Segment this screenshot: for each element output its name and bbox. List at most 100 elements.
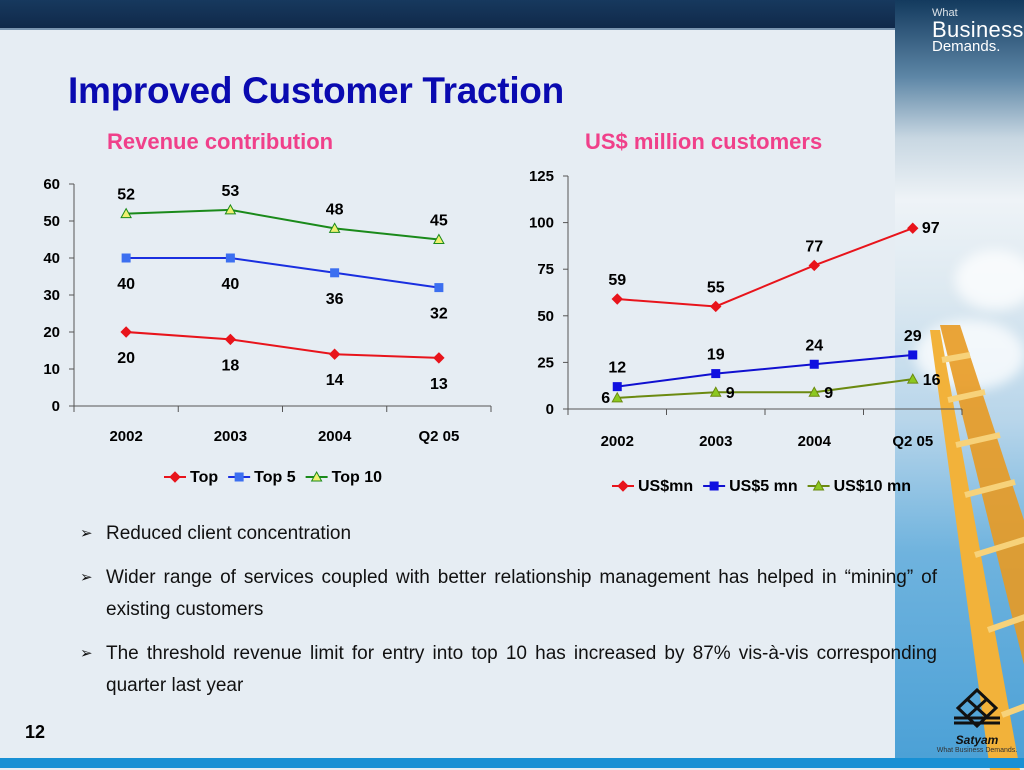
data-point-marker (710, 300, 722, 313)
legend-marker (169, 471, 181, 483)
legend-marker (812, 479, 825, 491)
cloud-decoration (955, 250, 1024, 310)
data-label: 18 (221, 357, 239, 374)
series-line-top-5 (126, 257, 440, 289)
bullet-text: Wider range of services coupled with bet… (106, 567, 937, 620)
series-line-us-10-mn (617, 378, 913, 399)
data-label: 9 (726, 385, 735, 402)
data-point-marker (808, 259, 820, 272)
legend-marker (709, 481, 719, 491)
y-tick-label: 20 (43, 324, 60, 341)
data-point-marker (224, 333, 237, 346)
data-label: 55 (707, 279, 725, 296)
data-point-marker (809, 359, 819, 369)
legend-marker (617, 480, 629, 492)
data-point-marker (328, 348, 341, 360)
bullet-text: Reduced client concentration (106, 523, 352, 544)
y-tick-label: 50 (43, 213, 60, 230)
data-label: 40 (221, 276, 239, 293)
data-point-marker (330, 268, 340, 278)
data-label: 40 (117, 276, 135, 293)
data-label: 48 (326, 201, 344, 218)
y-tick-label: 0 (52, 398, 60, 415)
header-bar (0, 0, 1024, 30)
data-point-marker (224, 203, 237, 215)
slide-title: Improved Customer Traction (68, 70, 564, 111)
data-label: 45 (430, 213, 448, 230)
data-point-marker (433, 352, 445, 364)
x-tick-label: Q2 05 (418, 428, 459, 445)
data-label: 52 (117, 187, 135, 204)
x-tick-label: 2003 (699, 433, 732, 450)
brand-line-3: Demands. (932, 38, 1001, 55)
data-label: 16 (923, 372, 941, 389)
data-point-marker (709, 386, 722, 397)
y-tick-label: 25 (537, 354, 554, 371)
data-point-marker (328, 222, 341, 233)
data-label: 13 (430, 376, 448, 393)
data-label: 77 (805, 238, 823, 255)
arrow-bullet-icon: ➢ (80, 569, 93, 586)
data-label: 20 (117, 350, 135, 367)
data-label: 12 (608, 360, 626, 377)
legend-label: US$5 mn (729, 478, 797, 495)
y-tick-label: 75 (537, 261, 554, 278)
sky-background-panel (895, 0, 1024, 768)
y-tick-label: 100 (529, 215, 554, 232)
data-label: 97 (922, 220, 940, 237)
data-point-marker (434, 283, 444, 293)
series-line-top-10 (126, 208, 439, 241)
data-label: 32 (430, 306, 448, 323)
bullet-item: ➢ Reduced client concentration (80, 518, 937, 550)
x-tick-label: 2004 (798, 433, 832, 450)
brand-tagline: What Business Demands. (932, 7, 1024, 55)
data-point-marker (808, 386, 821, 397)
logo-name: Satyam (955, 733, 999, 747)
data-label: 36 (326, 291, 344, 308)
x-tick-label: 2002 (601, 433, 634, 450)
data-point-marker (121, 253, 131, 263)
bullet-text: The threshold revenue limit for entry in… (106, 643, 937, 696)
data-point-marker (120, 326, 132, 338)
data-point-marker (225, 253, 235, 263)
arrow-bullet-icon: ➢ (80, 525, 93, 542)
series-line-top (126, 331, 439, 359)
brand-line-2: Business (932, 17, 1024, 42)
brand-line-1: What (932, 7, 958, 19)
footer-bar (0, 758, 1024, 768)
data-label: 29 (904, 328, 922, 345)
bullet-item: ➢ Wider range of services coupled with b… (80, 562, 937, 626)
data-label: 9 (824, 385, 833, 402)
legend-label: US$mn (638, 478, 693, 495)
data-label: 59 (608, 272, 626, 289)
chart-2-title: US$ million customers (585, 129, 823, 154)
data-point-marker (711, 369, 721, 379)
y-tick-label: 125 (529, 168, 554, 185)
satyam-logo-icon (954, 687, 1000, 729)
data-label: 19 (707, 347, 725, 364)
legend-marker (310, 470, 323, 482)
data-point-marker (120, 207, 132, 219)
data-point-marker (433, 233, 445, 244)
bullet-list: ➢ Reduced client concentration ➢ Wider r… (80, 518, 937, 714)
company-logo: Satyam What Business Demands. (932, 687, 1022, 754)
y-tick-label: 60 (43, 176, 60, 193)
data-label: 24 (805, 337, 823, 354)
x-tick-label: 2004 (318, 428, 352, 445)
y-tick-label: 50 (537, 308, 554, 325)
data-label: 53 (221, 183, 239, 200)
y-tick-label: 30 (43, 287, 60, 304)
ladder-decoration (930, 325, 1024, 770)
legend-marker (234, 472, 244, 482)
legend-label: Top 10 (332, 469, 382, 486)
logo-tagline: What Business Demands. (936, 747, 1018, 754)
series-line-us-mn (617, 227, 914, 308)
data-point-marker (908, 350, 918, 360)
chart-1-title: Revenue contribution (107, 129, 334, 154)
x-tick-label: Q2 05 (892, 433, 933, 450)
x-tick-label: 2003 (214, 428, 247, 445)
series-line-us-5-mn (617, 353, 913, 388)
data-point-marker (612, 382, 622, 392)
